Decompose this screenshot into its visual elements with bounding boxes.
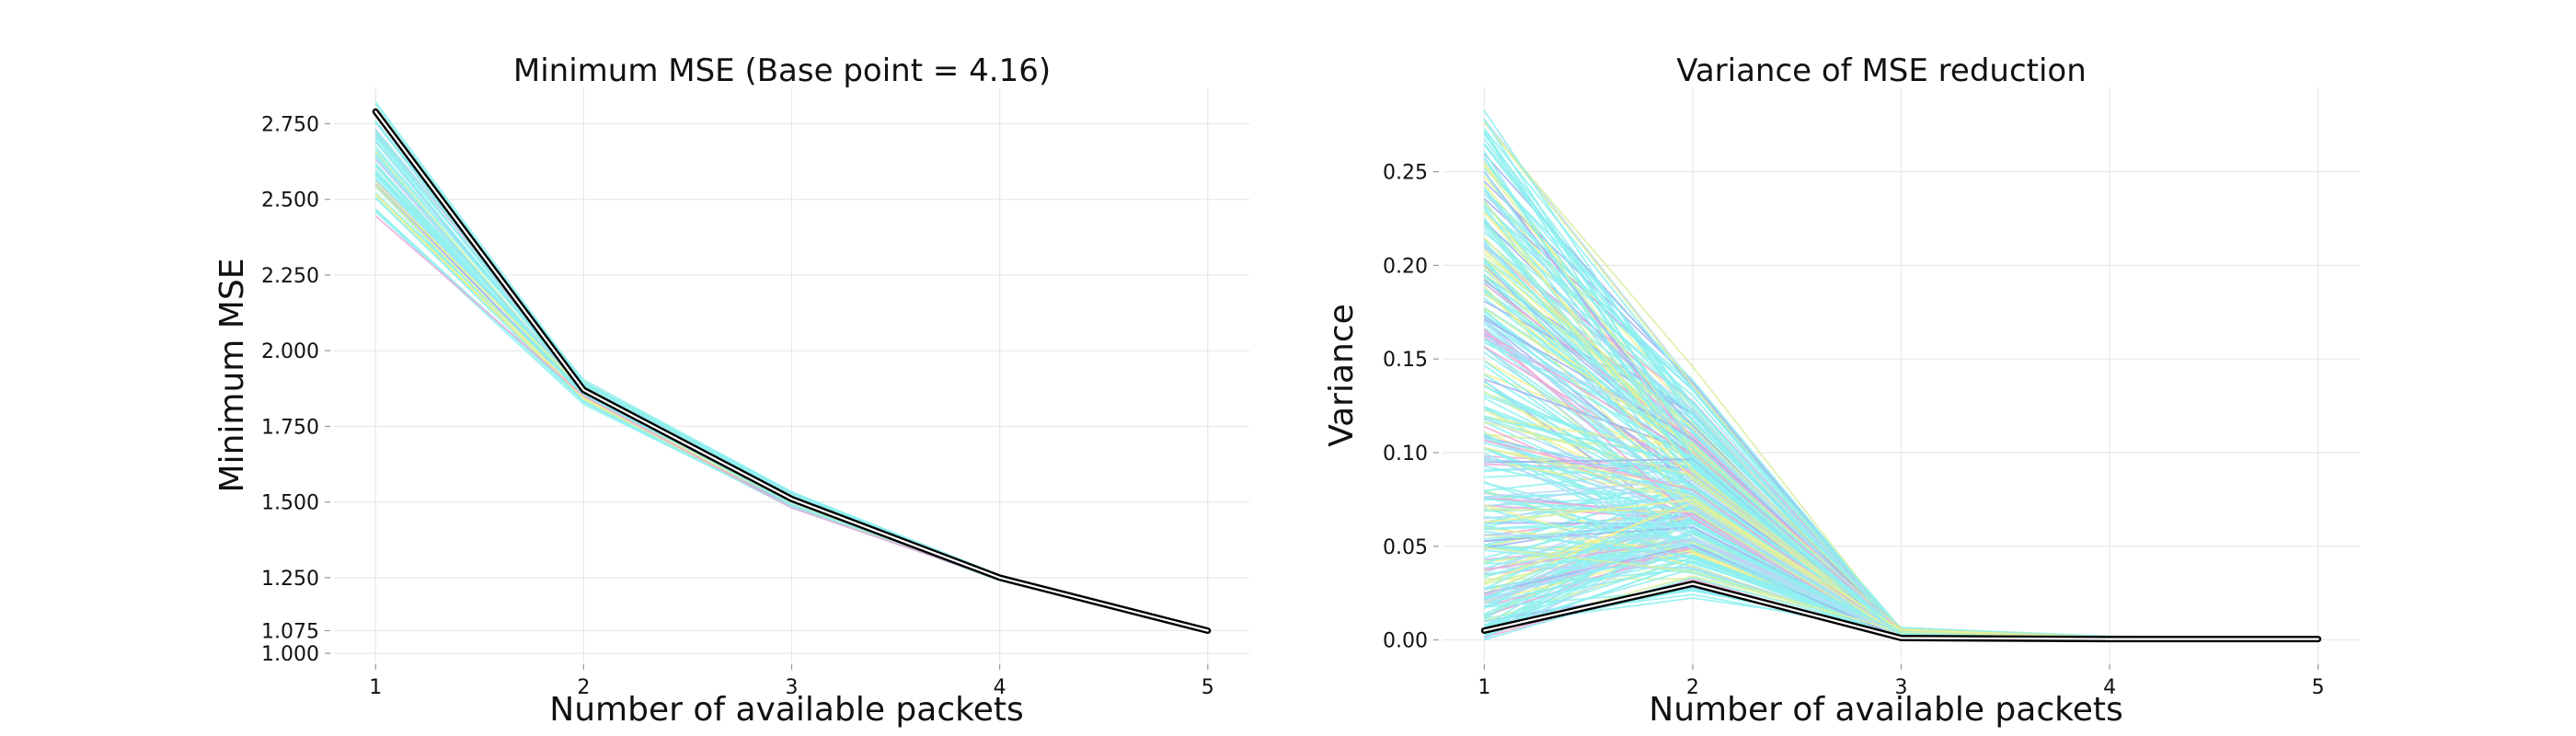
y-tick-label: 2.500 [261,190,319,213]
y-tick-label: 0.10 [1383,443,1428,466]
grid [334,87,1249,662]
x-axis-label: Number of available packets [1649,691,2122,729]
y-tick-label: 0.05 [1383,536,1428,559]
x-tick-label: 1 [369,676,382,699]
chart-title: Variance of MSE reduction [1676,52,2087,89]
ticks: 1 2 3 4 5 0.00 0.05 0.10 0.15 0.20 0.25 [1383,162,2325,699]
y-tick-label: 1.750 [261,416,319,439]
x-tick-label: 4 [2103,676,2116,699]
chart-title: Minimum MSE (Base point = 4.16) [513,52,1051,89]
y-tick-label: 2.250 [261,265,319,288]
x-tick-label: 3 [786,676,799,699]
x-tick-label: 4 [994,676,1006,699]
y-tick-label: 0.25 [1383,162,1428,185]
variance-chart: Variance of MSE reduction 1 2 3 4 5 0.00 0.05 0… [1323,52,2360,729]
y-tick-label: 2.000 [261,340,319,363]
highlight-series-core [374,110,1209,632]
y-tick-label: 1.075 [261,620,319,643]
y-tick-label: 2.750 [261,113,319,136]
y-tick-label: 1.000 [261,643,319,666]
y-tick-label: 0.20 [1383,255,1428,278]
y-tick-label: 0.15 [1383,349,1428,372]
x-tick-label: 2 [577,676,590,699]
x-tick-label: 3 [1895,676,1908,699]
highlight-line [1480,581,2322,643]
x-tick-label: 2 [1686,676,1699,699]
x-tick-label: 5 [1202,676,1214,699]
y-axis-label: Minimum MSE [213,259,251,493]
highlight-series-core [1483,582,2319,640]
y-tick-label: 0.00 [1383,630,1428,653]
highlight-line [372,108,1212,634]
x-tick-label: 5 [2312,676,2325,699]
x-tick-label: 1 [1478,676,1490,699]
y-tick-label: 1.500 [261,492,319,515]
y-axis-label: Variance [1323,304,1361,447]
y-tick-label: 1.250 [261,568,319,591]
x-axis-label: Number of available packets [549,691,1023,729]
minimum-mse-chart: Minimum MSE (Base point = 4.16) 1 2 3 4 5 1.0… [213,52,1249,729]
